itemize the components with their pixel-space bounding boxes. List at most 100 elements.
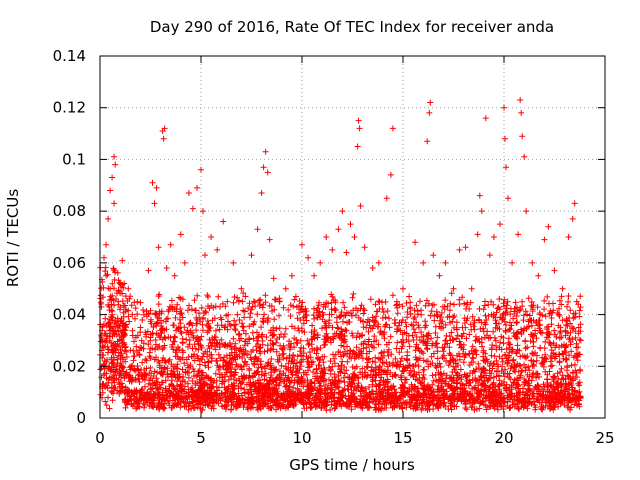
data-point [383,195,390,202]
data-point [214,246,221,253]
data-point [515,231,522,238]
data-point [198,166,204,173]
x-tick-label: 5 [196,429,206,447]
data-point [105,215,112,222]
data-point [103,272,110,279]
data-point [276,298,283,305]
data-point [234,311,241,318]
y-tick-label: 0.06 [53,254,86,272]
data-point [151,200,158,207]
data-point [323,234,330,240]
data-point [426,109,433,116]
data-point [523,208,530,215]
data-point [351,234,358,240]
data-point [107,285,114,292]
data-point [357,203,364,209]
data-point [400,285,406,292]
x-tick-label: 15 [393,429,412,447]
data-point [208,234,215,240]
data-point [161,125,168,132]
x-axis-tick-labels: 0 5 10 15 20 25 [95,429,614,447]
data-point [355,117,362,124]
x-axis-label: GPS time / hours [289,456,415,474]
data-point [254,226,261,233]
data-point [115,298,122,305]
data-point [270,275,277,282]
data-point [107,187,114,194]
data-point [145,267,152,274]
axis-ticks [99,55,606,419]
data-point [501,104,507,111]
y-tick-label: 0.14 [53,47,86,65]
data-point [503,164,509,171]
y-tick-label: 0.12 [53,99,86,117]
data-point [101,254,107,261]
data-point [387,171,394,178]
data-point [573,298,580,305]
data-point [200,208,206,215]
data-point [111,153,118,160]
data-point [137,324,144,331]
data-point [112,161,119,168]
data-point [160,135,167,142]
data-point [185,190,192,196]
data-point [430,252,437,259]
data-point [260,164,267,171]
data-point [497,221,503,228]
chart-title: Day 290 of 2016, Rate Of TEC Index for r… [150,18,554,36]
data-point [292,293,299,300]
data-point [427,99,434,106]
data-point [121,280,128,287]
data-point [505,195,511,202]
data-point [189,205,196,212]
data-point [155,244,162,251]
data-point [442,259,449,266]
data-point [509,259,516,266]
data-point [264,169,271,176]
data-point [167,241,174,248]
plot-area-frame [99,55,606,419]
data-point [535,272,542,279]
data-point [424,138,431,145]
data-point [288,272,295,279]
data-points [97,97,584,414]
y-tick-label: 0.04 [53,306,86,324]
data-point [468,285,475,292]
data-point [529,259,536,266]
data-point [361,244,368,251]
data-point [153,184,160,191]
data-point [339,208,346,215]
data-point [282,285,289,292]
data-point [109,174,116,181]
data-point [406,293,413,300]
data-point [486,252,493,259]
data-point [258,190,265,196]
data-point [450,285,457,292]
data-point [194,184,200,191]
data-point [103,241,110,248]
data-point [220,218,227,225]
y-tick-label: 0.1 [62,150,86,168]
data-point [462,244,469,251]
data-point [541,236,548,243]
data-point [393,298,400,305]
data-point [299,241,305,248]
data-point [559,285,566,292]
y-axis-tick-labels: 0 0.02 0.04 0.06 0.08 0.1 0.12 0.14 [53,47,86,427]
data-point [177,231,184,238]
data-point [343,249,350,256]
data-point [474,231,481,238]
dense-point-cloud [97,257,584,414]
data-point [335,226,342,233]
data-point [230,259,237,266]
data-point [317,259,324,266]
data-point [490,234,497,240]
data-point [329,246,336,253]
data-point [518,109,525,116]
data-point [202,252,208,259]
y-tick-label: 0.02 [53,357,86,375]
data-point [476,192,483,199]
data-point [482,115,489,122]
data-point [224,298,231,305]
